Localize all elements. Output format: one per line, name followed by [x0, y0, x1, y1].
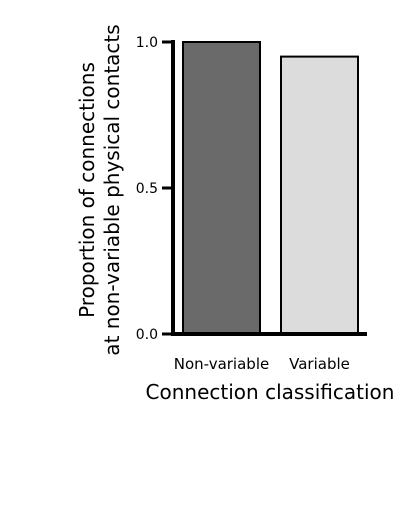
- bars-group: [182, 41, 359, 335]
- x-tick-label: Variable: [289, 355, 350, 373]
- y-tick-label: 0.0: [136, 327, 158, 343]
- y-axis-title: Proportion of connections at non-variabl…: [75, 24, 124, 355]
- y-ticks: 0.0 0.5 1.0: [136, 35, 173, 343]
- bar-non-variable: [182, 41, 261, 335]
- y-axis-title-line-2: at non-variable physical contacts: [100, 24, 124, 355]
- y-tick-label: 0.5: [136, 181, 158, 197]
- x-tick-label: Non-variable: [174, 355, 269, 373]
- y-tick-label: 1.0: [136, 35, 158, 51]
- x-axis-title: Connection classification: [146, 380, 395, 404]
- x-tick-labels: Non-variable Variable: [174, 355, 350, 373]
- y-axis-title-line-1: Proportion of connections: [75, 62, 99, 318]
- bar-variable: [280, 55, 359, 335]
